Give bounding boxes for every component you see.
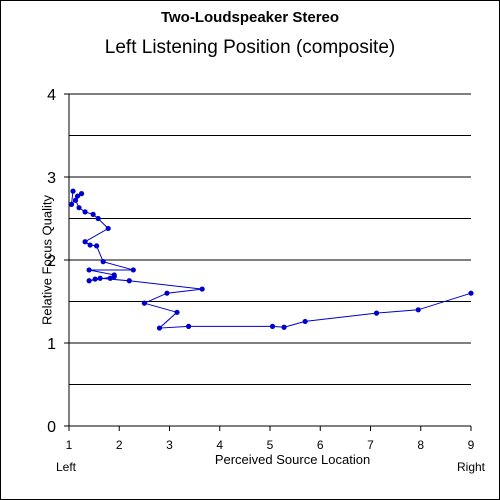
x-axis-label: Perceived Source Location [214,452,371,467]
data-point [111,274,117,280]
data-point [199,286,205,292]
data-point [185,323,192,329]
data-point [70,188,76,194]
data-point [95,215,101,222]
data-point [68,201,75,207]
data-point [92,276,98,282]
data-point [86,278,92,284]
y-tick-label: 4 [47,87,56,104]
y-tick-label: 3 [47,170,56,187]
data-point [74,193,81,199]
data-point [72,197,79,203]
data-point [86,267,92,273]
data-point [97,275,103,281]
y-tick-label: 0 [47,419,56,436]
y-tick-label: 2 [47,253,56,270]
data-point [373,310,380,316]
chart-subtitle: Left Listening Position (composite) [104,37,396,58]
data-point [130,267,136,273]
data-point [174,309,180,315]
x-axis-left-end-label: Left [56,460,77,474]
data-point [94,243,100,249]
data-point [87,242,93,248]
data-point [269,323,276,329]
data-point [468,290,474,296]
data-point [126,278,132,284]
x-tick-label: 8 [417,438,424,452]
x-axis-right-end-label: Right [457,460,486,474]
data-point [82,239,88,245]
x-tick-label: 3 [166,438,173,452]
data-point [100,259,106,265]
data-point [78,191,85,197]
data-point [302,318,308,325]
x-tick-label: 6 [317,438,324,452]
data-point [76,205,82,211]
x-tick-label: 9 [468,438,475,452]
chart-title: Two-Loudspeaker Stereo [160,9,340,26]
y-tick-label: 1 [47,336,56,353]
data-point [156,325,163,331]
data-point [164,290,170,296]
data-point [105,225,111,232]
x-tick-label: 1 [66,438,73,452]
x-tick-label: 2 [116,438,123,452]
x-tick-label: 4 [216,438,223,452]
x-tick-label: 5 [267,438,274,452]
data-point [90,211,96,217]
x-tick-label: 7 [367,438,374,452]
data-point [82,209,88,215]
data-point [281,324,287,330]
data-point [415,307,421,313]
data-point [107,275,113,281]
data-point [141,300,147,306]
